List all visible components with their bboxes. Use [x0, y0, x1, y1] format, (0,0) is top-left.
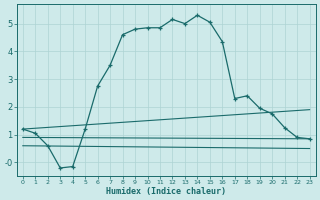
X-axis label: Humidex (Indice chaleur): Humidex (Indice chaleur) — [106, 187, 226, 196]
